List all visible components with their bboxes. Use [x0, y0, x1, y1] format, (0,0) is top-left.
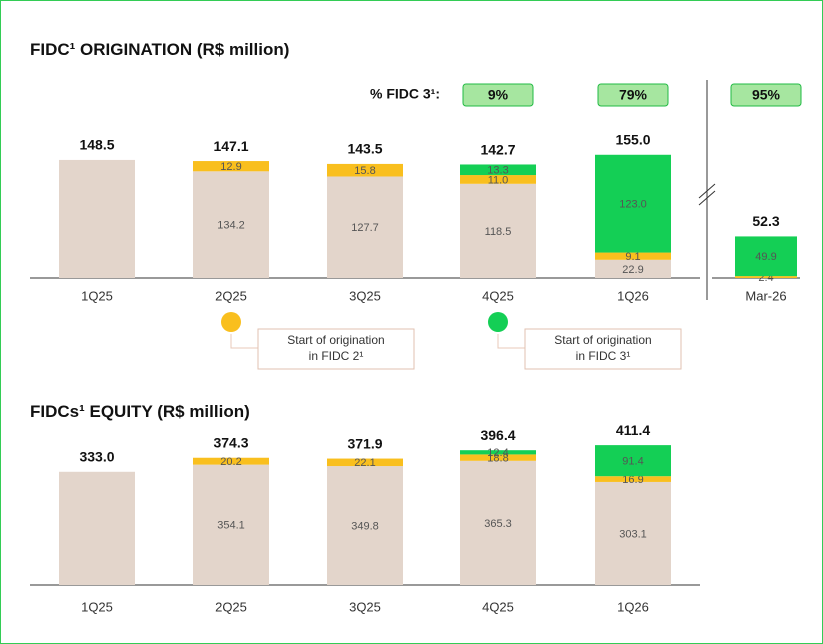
x-tick-label: 2Q25 — [215, 599, 247, 614]
total-label: 155.0 — [615, 131, 650, 147]
data-label: 12.9 — [220, 161, 241, 173]
pct-box — [597, 83, 669, 107]
data-label: 16.9 — [622, 474, 643, 486]
annotation-text: in FIDC 3¹ — [576, 349, 631, 363]
data-label: 15.8 — [354, 165, 375, 177]
data-label: 49.9 — [755, 251, 776, 263]
x-tick-label: 3Q25 — [349, 288, 381, 303]
chart-title: FIDCs¹ EQUITY (R$ million) — [30, 402, 250, 421]
bar-segment — [460, 460, 536, 585]
total-label: 371.9 — [347, 435, 382, 451]
x-tick-label: 4Q25 — [482, 288, 514, 303]
x-tick-label: 4Q25 — [482, 599, 514, 614]
bar-segment — [327, 163, 403, 177]
x-tick-label: 2Q25 — [215, 288, 247, 303]
x-tick-label: 1Q25 — [81, 288, 113, 303]
data-label: 365.3 — [484, 518, 512, 530]
pct-label: % FIDC 3¹: — [370, 86, 440, 102]
data-label: 354.1 — [217, 520, 245, 532]
bar-segment — [595, 445, 671, 477]
data-label: 12.4 — [487, 447, 508, 459]
bar-segment — [460, 454, 536, 461]
annotation-connector — [230, 334, 258, 349]
data-label: 127.7 — [351, 222, 379, 234]
x-tick-label: 1Q25 — [81, 599, 113, 614]
bar-segment — [595, 252, 671, 260]
bar-segment — [327, 466, 403, 585]
data-label: 91.4 — [622, 456, 643, 468]
bar-segment — [595, 154, 671, 253]
bar-segment — [595, 481, 671, 585]
data-label: 118.5 — [485, 226, 512, 238]
x-tick-label: 1Q26 — [617, 599, 649, 614]
pct-value: 95% — [752, 87, 781, 103]
total-label: 143.5 — [347, 141, 382, 157]
annotation-text: Start of origination — [554, 333, 651, 347]
annotation-box — [524, 328, 682, 370]
bar-segment — [327, 458, 403, 467]
bar-segment — [460, 164, 536, 176]
annotation-text: Start of origination — [287, 333, 384, 347]
annotation-connector — [497, 334, 525, 349]
bar-segment — [59, 159, 135, 278]
bar-segment — [735, 276, 797, 278]
pct-box — [462, 83, 534, 107]
x-tick-label: 3Q25 — [349, 599, 381, 614]
total-label: 374.3 — [213, 434, 248, 450]
pct-box — [730, 83, 802, 107]
data-label: 22.9 — [622, 264, 643, 276]
bar-segment — [193, 171, 269, 278]
data-label: 349.8 — [351, 520, 379, 532]
data-label: 134.2 — [217, 220, 245, 232]
data-label: 20.2 — [220, 456, 241, 468]
total-label: 333.0 — [79, 448, 114, 464]
data-label: 22.1 — [354, 457, 375, 469]
data-label: 123.0 — [619, 199, 647, 211]
total-label: 411.4 — [616, 422, 650, 438]
data-label: 9.1 — [625, 251, 640, 263]
total-label: 142.7 — [480, 141, 515, 157]
x-tick-label: Mar-26 — [745, 288, 786, 303]
axis-break — [698, 190, 716, 206]
total-label: 147.1 — [213, 138, 248, 154]
total-label: 52.3 — [752, 213, 779, 229]
chart-title: FIDC¹ ORIGINATION (R$ million) — [30, 40, 289, 59]
bar-segment — [460, 183, 536, 278]
data-label: 303.1 — [619, 528, 647, 540]
x-tick-label: 1Q26 — [617, 288, 649, 303]
data-label: 11.0 — [488, 174, 509, 186]
pct-value: 79% — [619, 87, 648, 103]
total-label: 148.5 — [79, 137, 114, 153]
pct-value: 9% — [488, 87, 509, 103]
data-label: 13.3 — [487, 165, 508, 177]
bar-segment — [595, 476, 671, 482]
annotation-dot — [488, 312, 508, 332]
bar-segment — [327, 176, 403, 278]
axis-break — [698, 183, 716, 199]
total-label: 396.4 — [480, 427, 515, 443]
bar-segment — [460, 450, 536, 455]
bar-segment — [193, 161, 269, 172]
bar-segment — [595, 259, 671, 278]
annotation-dot — [221, 312, 241, 332]
bar-segment — [193, 464, 269, 585]
annotation-box — [257, 328, 415, 370]
bar-segment — [59, 471, 135, 585]
bar-segment — [193, 457, 269, 465]
bar-segment — [460, 175, 536, 184]
annotation-text: in FIDC 2¹ — [309, 349, 364, 363]
bar-segment — [735, 236, 797, 277]
data-label: 18.8 — [487, 453, 508, 465]
